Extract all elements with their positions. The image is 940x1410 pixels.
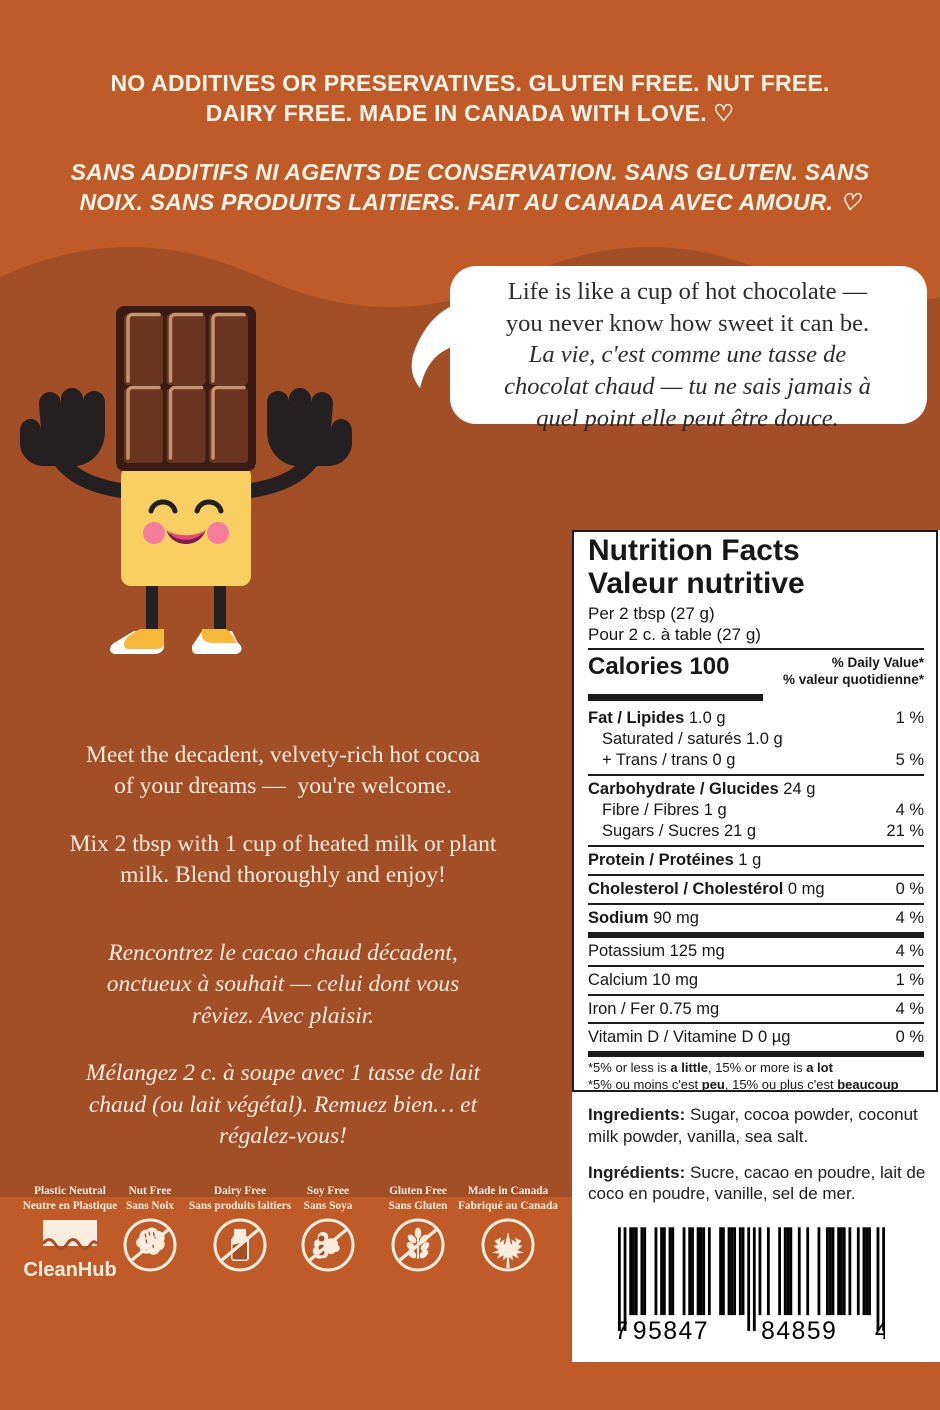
svg-text:4: 4 (875, 1318, 885, 1340)
svg-text:7: 7 (618, 1318, 628, 1340)
svg-text:84859: 84859 (761, 1318, 837, 1340)
svg-text:95847: 95847 (633, 1318, 709, 1340)
